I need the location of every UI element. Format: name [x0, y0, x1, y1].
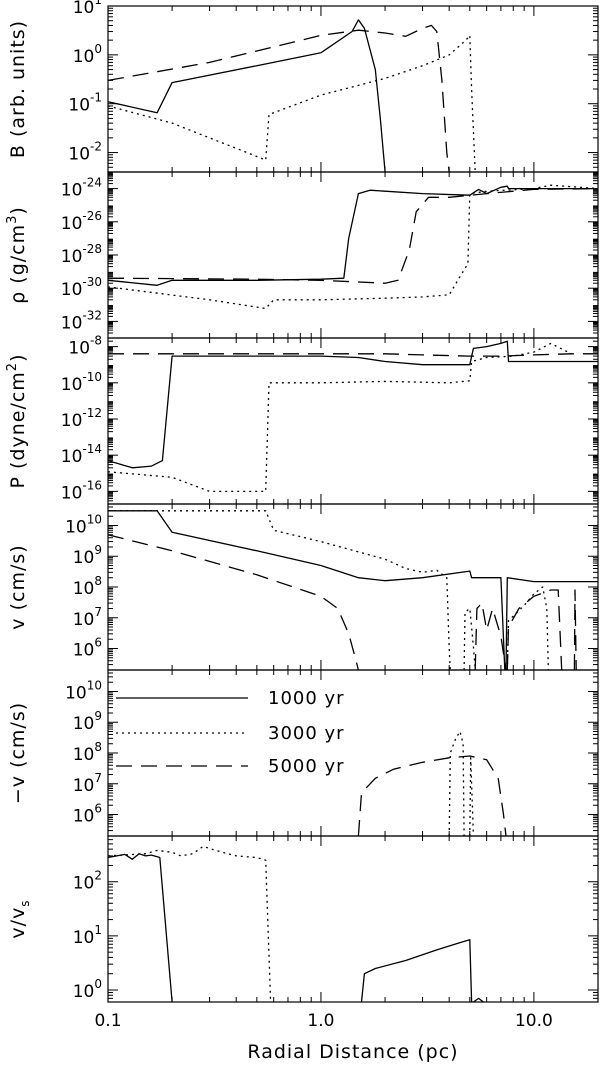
y-tick-label: 10-8 [68, 334, 102, 359]
y-tick-label: 10-10 [61, 370, 102, 395]
y-tick-label: 10-2 [68, 140, 102, 165]
y-tick-label: 109 [73, 709, 102, 734]
series-solid-4 [473, 997, 484, 1002]
legend-label: 1000 yr [268, 688, 345, 709]
series-dashed-3 [108, 353, 598, 357]
y-tick-label: 10-30 [61, 275, 102, 300]
series-dotted-2 [469, 757, 475, 836]
series-dashed-8 [573, 589, 577, 670]
x-axis: Radial Distance (pc) 0.1 1.0 10.0 [94, 1011, 552, 1063]
y-tick-label: 10-26 [61, 209, 102, 234]
y-tick-label: 10-1 [68, 91, 102, 116]
y-tick-label: 10-28 [61, 242, 102, 267]
y-axis-label: −v (cm/s) [7, 702, 29, 804]
y-tick-label: 107 [73, 605, 102, 630]
y-tick-label: 107 [73, 771, 102, 796]
panel-frame [107, 337, 599, 505]
series-dotted-4 [506, 586, 550, 670]
y-tick-label: 106 [73, 636, 102, 661]
series-solid-1 [108, 340, 598, 469]
series-dotted-1 [448, 730, 465, 836]
series-dotted-3 [108, 845, 272, 1002]
x-tick-label: 0.1 [94, 1011, 121, 1031]
x-axis-label: Radial Distance (pc) [247, 1041, 458, 1063]
series-dashed-7 [506, 589, 563, 670]
x-tick-label: 10.0 [515, 1011, 553, 1031]
panel-frame [107, 669, 599, 837]
y-tick-label: 10-24 [61, 176, 102, 201]
legend-label: 3000 yr [268, 723, 345, 744]
series-dashed-3 [357, 755, 507, 836]
y-tick-label: 1010 [65, 512, 102, 537]
panel-frame [107, 835, 599, 1003]
series-solid-1 [108, 19, 386, 172]
y-tick-label: 10-16 [61, 478, 102, 503]
y-tick-label: 108 [73, 574, 102, 599]
y-tick-label: 101 [73, 923, 102, 948]
panel-frame [107, 503, 599, 671]
y-tick-label: 101 [73, 0, 102, 18]
y-tick-label: 10-32 [61, 308, 102, 333]
series-dotted-3 [463, 607, 476, 670]
y-tick-label: 10-12 [61, 406, 102, 431]
series-dotted-2 [108, 34, 476, 172]
y-tick-label: 106 [73, 802, 102, 827]
series-dotted-2 [108, 184, 598, 310]
y-axis-label: B (arb. units) [7, 20, 29, 158]
series-solid-2 [360, 939, 473, 1002]
y-tick-label: 100 [73, 977, 102, 1002]
y-tick-label: 109 [73, 543, 102, 568]
y-axis-label: P (dyne/cm2) [5, 353, 29, 488]
y-axis-label: ρ (g/cm3) [5, 206, 29, 304]
x-tick-label: 1.0 [307, 1011, 334, 1031]
y-tick-label: 102 [73, 869, 102, 894]
y-axis-label: v/vs [7, 899, 32, 938]
legend: 1000 yr 3000 yr 5000 yr [116, 688, 345, 777]
panel-3: 10-16 10-14 10-12 10-10 10-8 P (dyne/cm2) [5, 334, 599, 505]
series-dashed-3 [108, 24, 450, 172]
series-solid-1 [108, 185, 598, 286]
series-dashed-6 [474, 602, 507, 670]
y-tick-label: 108 [73, 740, 102, 765]
y-tick-label: 1010 [65, 678, 102, 703]
panel-2: 10-32 10-30 10-28 10-26 10-24 ρ (g/cm3) [5, 171, 599, 339]
series-dotted-2 [108, 510, 451, 670]
panel-1: 10-2 10-1 100 101 B (arb. units) [7, 0, 599, 173]
series-dashed-3 [108, 187, 598, 284]
y-tick-label: 10-14 [61, 442, 102, 467]
panel-6: 100 101 102 v/vs [7, 835, 599, 1003]
panel-4: 106 107 108 109 1010 v (cm/s) [7, 503, 599, 671]
series-dotted-2 [108, 342, 572, 493]
y-tick-label: 100 [73, 42, 102, 67]
panel-frame [107, 171, 599, 339]
series-solid-1 [108, 853, 173, 1002]
legend-label: 5000 yr [268, 756, 345, 777]
y-axis-label: v (cm/s) [7, 544, 29, 629]
series-solid-1 [108, 510, 598, 670]
series-dashed-5 [108, 534, 360, 670]
